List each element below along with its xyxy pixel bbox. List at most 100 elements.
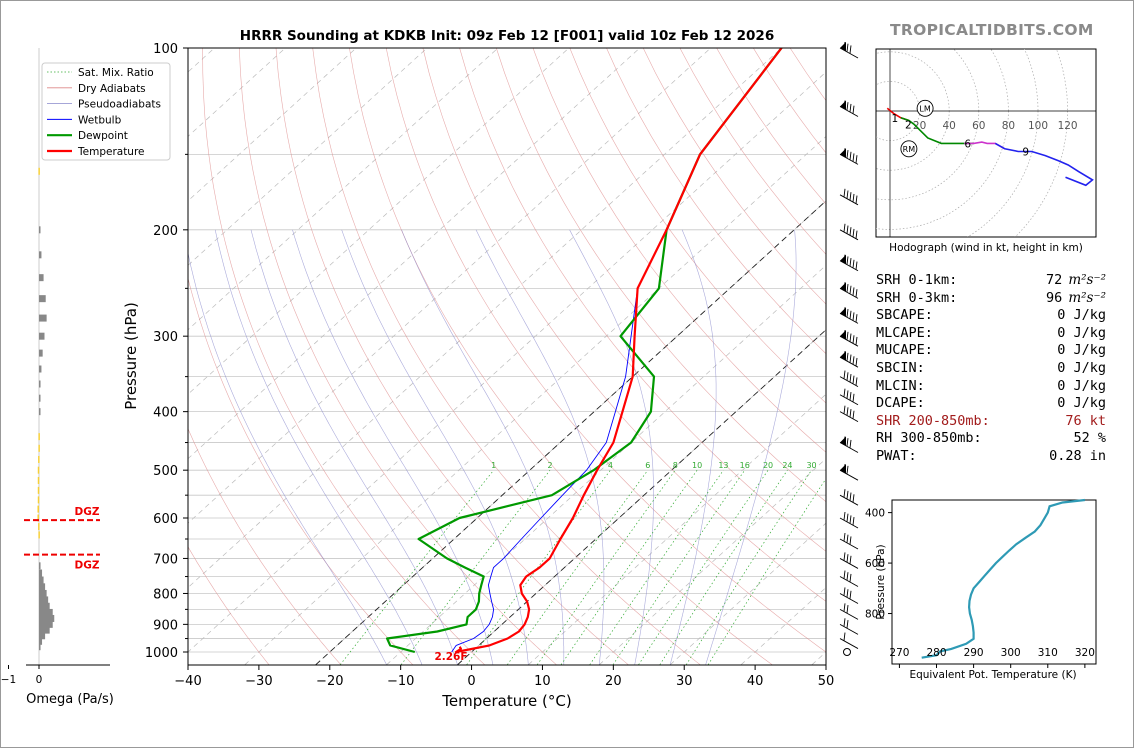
hodograph-ring-label: 80 — [1002, 120, 1015, 132]
hodograph-caption: Hodograph (wind in kt, height in km) — [889, 242, 1083, 254]
wind-barb-feather — [846, 256, 849, 265]
wind-barb-feather — [846, 438, 849, 447]
stats-row: SBCIN: 0 J/kg — [876, 360, 1106, 378]
omega-bar — [38, 167, 40, 175]
wind-barb-feather — [843, 603, 846, 612]
mixing-ratio-line — [659, 470, 788, 665]
theta-e-ytick-label: 800 — [865, 609, 885, 621]
omega-bar — [39, 602, 50, 610]
wind-barb-feather — [846, 589, 849, 598]
hodograph-ring-label: 60 — [972, 120, 985, 132]
stats-label: MLCIN: — [876, 377, 925, 394]
omega-bar — [39, 365, 42, 373]
wind-barb-feather — [846, 331, 849, 340]
wind-barb-shaft — [839, 608, 859, 620]
wind-barb-shaft — [839, 593, 859, 604]
stats-table: SRH 0-1km: 72 m²s⁻² SRH 0-3km: 96 m²s⁻² SBCAPE… — [876, 272, 1106, 466]
mixing-ratio-line — [707, 478, 826, 665]
theta-e-ytick-label: 400 — [865, 508, 885, 520]
legend-label: Sat. Mix. Ratio — [78, 67, 154, 79]
omega-bar — [39, 596, 49, 604]
rm-marker-label: RM — [903, 145, 916, 154]
wind-barb-shaft — [839, 394, 859, 406]
stats-row: PWAT: 0.28 in — [876, 448, 1106, 466]
stats-label: MLCAPE: — [876, 324, 933, 341]
theta-e-line — [921, 498, 1086, 659]
moist-adiabat-line — [214, 229, 423, 665]
wind-barb-shaft — [839, 517, 859, 529]
mixing-ratio-line — [612, 470, 745, 665]
dry-adiabat-line — [202, 48, 485, 665]
wind-barb-feather — [843, 405, 846, 414]
wind-barb-feather — [849, 573, 852, 582]
mixing-ratio-label: 6 — [645, 461, 650, 470]
stats-row: SBCAPE: 0 J/kg — [876, 307, 1106, 325]
stats-value-number: 0 J/kg — [1057, 342, 1106, 359]
stats-value: 76 kt — [1065, 413, 1106, 431]
omega-bar — [38, 531, 40, 539]
stats-row: RH 300-850mb: 52 % — [876, 430, 1106, 448]
theta-e-ytick-label: 600 — [865, 558, 885, 570]
wind-barb-feather — [843, 570, 846, 579]
wind-barb-feather — [843, 436, 846, 445]
wind-barb-feather — [855, 357, 858, 367]
wind-barb-feather — [846, 390, 849, 399]
ytick-label: 100 — [153, 42, 178, 57]
theta-e-xtick-label: 290 — [964, 647, 984, 659]
hodograph-ring-label: 100 — [1028, 120, 1048, 132]
hodograph: 20 40 60 80 100 120 12 6 9 LM RM — [876, 49, 1096, 237]
skewt-xlabel: Temperature (°C) — [441, 692, 571, 710]
omega-bar — [37, 496, 40, 504]
mixing-ratio-label: 36 — [826, 461, 836, 470]
ytick-label: 900 — [153, 618, 178, 633]
legend-label: Wetbulb — [78, 114, 122, 126]
dgz-label: DGZ — [75, 506, 100, 518]
ytick-label: 700 — [153, 552, 178, 567]
stats-value-number: 96 — [1046, 289, 1063, 306]
theta-e-ylabel: Pressure (hPa) — [875, 544, 887, 619]
theta-e-xtick-label: 320 — [1075, 647, 1095, 659]
ytick-label: 400 — [153, 406, 178, 421]
wind-barb-shaft — [839, 538, 859, 550]
xtick-label: 50 — [818, 674, 835, 689]
wind-barb-feather — [846, 352, 849, 361]
omega-bar — [39, 632, 46, 640]
isotherm-line — [188, 71, 826, 653]
wind-barb-shaft — [839, 442, 859, 453]
moist-adiabat-line — [250, 229, 458, 665]
stats-value-number: 0 J/kg — [1057, 324, 1106, 341]
hodograph-segment — [994, 142, 1094, 187]
wind-barb-feather — [855, 336, 858, 346]
stats-label: SHR 200-850mb: — [876, 412, 990, 429]
ytick-label: 800 — [153, 587, 178, 602]
omega-bar — [39, 562, 41, 570]
omega-bar — [39, 408, 41, 416]
omega-bar — [39, 637, 43, 645]
stats-row: SRH 0-1km: 72 m²s⁻² — [876, 272, 1106, 290]
omega-bar — [38, 433, 40, 441]
wind-barb-shaft — [839, 623, 859, 635]
wind-barb-feather — [843, 552, 846, 561]
legend-label: Dry Adiabats — [78, 83, 146, 95]
skewt-ylabel: Pressure (hPa) — [122, 302, 140, 410]
key-isotherm-line — [315, 200, 826, 665]
wind-barb-feather — [846, 309, 849, 318]
omega-xtick-label: −1 — [1, 674, 16, 686]
legend-label: Dewpoint — [78, 130, 128, 142]
mixing-ratio-label: 2 — [547, 461, 552, 470]
stats-label: SBCIN: — [876, 359, 925, 376]
omega-bar — [39, 332, 45, 340]
wind-barb-feather — [846, 534, 849, 543]
wind-barb-feather — [846, 102, 849, 111]
wind-barb-feather — [852, 228, 855, 237]
wind-barb-feather — [843, 388, 846, 397]
xtick-label: −10 — [387, 674, 414, 689]
wind-barb-feather — [843, 254, 846, 263]
wind-barb-feather — [843, 532, 846, 542]
omega-bar — [39, 626, 50, 634]
wind-barb-feather — [855, 230, 858, 239]
wind-barb-feather — [849, 333, 852, 342]
wind-barb-shaft — [839, 376, 859, 388]
xtick-label: 40 — [747, 674, 764, 689]
wind-barb-feather — [843, 489, 846, 498]
